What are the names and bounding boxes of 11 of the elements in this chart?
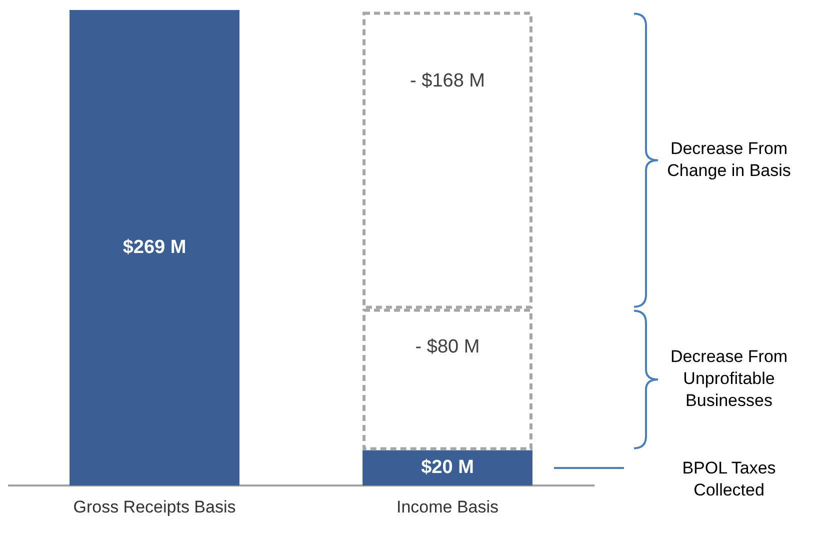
annotation: - $168 M bbox=[410, 70, 485, 92]
x-tick-label: Income Basis bbox=[396, 497, 499, 516]
data-label: $269 M bbox=[122, 237, 186, 258]
bar bbox=[70, 10, 240, 486]
annotation: - $80 M bbox=[415, 336, 480, 358]
text: Decrease From Change in Basis bbox=[667, 138, 791, 180]
text: BPOL Taxes Collected bbox=[682, 458, 776, 500]
text: Decrease From Unprofitable Businesses bbox=[670, 347, 788, 410]
data-label: $20 M bbox=[421, 457, 474, 478]
x-tick-label: Gross Receipts Basis bbox=[73, 497, 236, 516]
bar bbox=[362, 450, 532, 486]
